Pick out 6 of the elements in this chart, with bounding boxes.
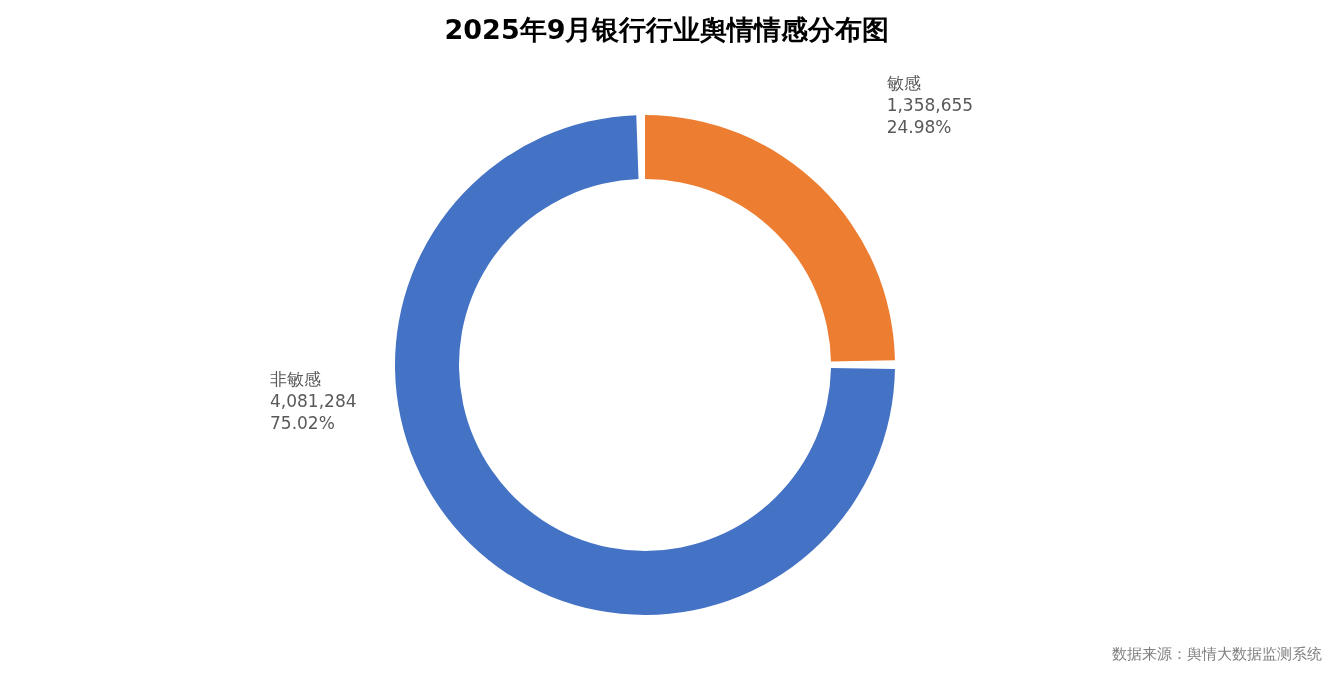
- slice-label: 敏感: [886, 72, 921, 93]
- chart-title: 2025年9月银行行业舆情情感分布图: [443, 13, 891, 47]
- data-label: 1,358,655 24.98%: [886, 94, 974, 137]
- slice-label: 非敏感: [270, 369, 321, 389]
- source-note: 数据来源：舆情大数据监测系统: [1112, 645, 1322, 664]
- data-label: 4,081,284 75.02%: [270, 391, 357, 433]
